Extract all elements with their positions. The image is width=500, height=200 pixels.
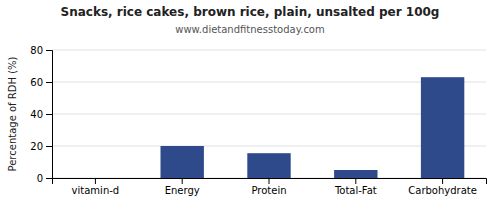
y-tick-mark (46, 82, 52, 83)
subtitle: www.dietandfitnesstoday.com (175, 24, 324, 35)
y-tick-label: 60 (30, 77, 43, 88)
x-tick: Carbohydrate (408, 178, 477, 196)
bar (247, 153, 290, 178)
y-tick-mark (46, 146, 52, 147)
y-tick-mark (46, 114, 52, 115)
y-axis-title: Percentage of RDH (%) (7, 56, 18, 171)
bars (161, 77, 465, 178)
x-tick-mark (269, 178, 270, 184)
x-tick-label: Protein (251, 185, 286, 196)
x-tick-mark (95, 178, 96, 184)
x-tick: Protein (251, 178, 286, 196)
y-tick-label: 80 (30, 45, 43, 56)
y-tick: 0 (37, 173, 52, 184)
y-axis-line (46, 51, 53, 179)
y-tick-label: 40 (30, 109, 43, 120)
y-tick-label: 0 (37, 173, 43, 184)
grid (52, 50, 486, 178)
chart-container: Snacks, rice cakes, brown rice, plain, u… (0, 0, 500, 200)
x-tick-mark (442, 178, 443, 184)
x-axis: vitamin-d Energy Protein Total-Fat Carbohydr… (53, 178, 487, 196)
y-tick: 40 (30, 109, 52, 120)
x-tick-mark (355, 178, 356, 184)
y-tick-mark (46, 178, 52, 179)
x-tick-label: Total-Fat (334, 185, 377, 196)
bar (161, 146, 204, 178)
x-tick: Energy (165, 178, 200, 196)
bar (421, 77, 464, 178)
x-tick: vitamin-d (72, 178, 120, 196)
bar (74, 178, 117, 179)
chart: Snacks, rice cakes, brown rice, plain, u… (0, 0, 500, 200)
title: Snacks, rice cakes, brown rice, plain, u… (61, 5, 440, 19)
x-axis-line (53, 179, 487, 185)
x-tick-label: vitamin-d (72, 185, 120, 196)
y-tick-label: 20 (30, 141, 43, 152)
y-tick-mark (46, 50, 52, 51)
x-tick: Total-Fat (334, 178, 377, 196)
x-tick-mark (182, 178, 183, 184)
bar (334, 170, 377, 178)
y-tick: 60 (30, 77, 52, 88)
y-tick: 80 (30, 45, 52, 56)
grid-line (52, 50, 486, 51)
y-axis: 0 20 40 60 80 (30, 45, 52, 184)
y-tick: 20 (30, 141, 52, 152)
x-tick-label: Carbohydrate (408, 185, 477, 196)
x-tick-label: Energy (165, 185, 200, 196)
